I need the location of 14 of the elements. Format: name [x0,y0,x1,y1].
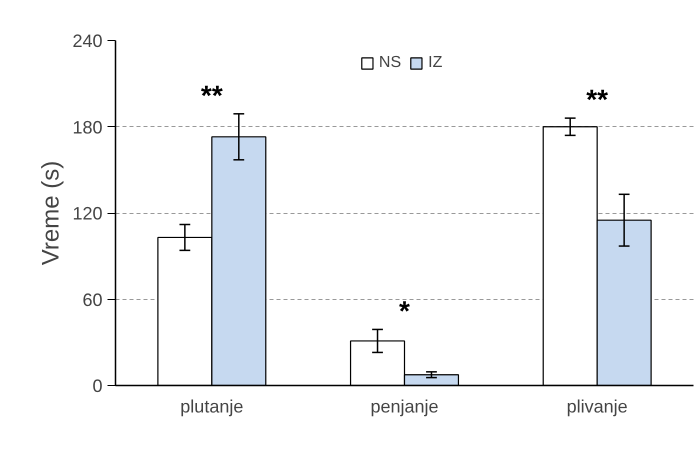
annotation: ** [200,80,223,111]
legend-label: NS [378,54,402,72]
y-tick-label: 180 [72,117,103,138]
y-tick-label: 240 [72,31,103,51]
y-tick-label: 60 [82,290,103,310]
legend-label: IZ [428,54,444,72]
x-tick-label: plivanje [566,396,628,416]
y-axis-title: Vreme (s) [37,160,64,266]
annotation: ** [586,84,608,116]
y-tick-label: 0 [92,376,103,396]
annotation: * [399,295,410,326]
y-tick-label: 120 [72,204,103,224]
x-tick-label: penjanje [370,396,439,416]
x-tick-label: plutanje [180,396,244,416]
